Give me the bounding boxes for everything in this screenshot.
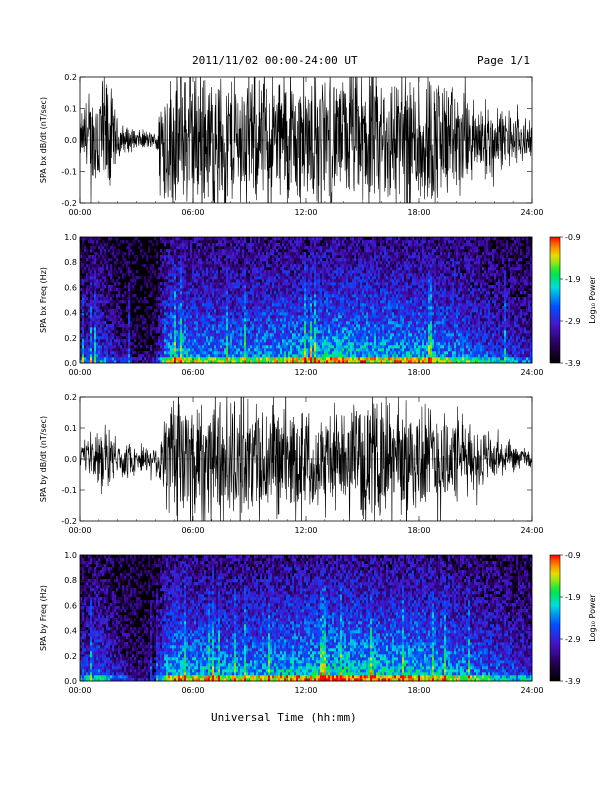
y-tick-label-0-4: 0.2 [64, 73, 77, 82]
x-tick-label-2-2: 12:00 [294, 526, 317, 535]
x-tick-label-1-3: 18:00 [407, 368, 430, 377]
y-tick-label-2-3: 0.1 [64, 424, 77, 433]
x-tick-label-2-0: 00:00 [68, 526, 91, 535]
x-tick-label-0-3: 18:00 [407, 208, 430, 217]
y-axis-label-0: SPA bx dB/dt (nT/sec) [39, 97, 48, 183]
colorbar-3 [549, 554, 561, 682]
y-tick-label-3-3: 0.6 [64, 601, 77, 610]
y-tick-label-0-0: -0.2 [61, 199, 77, 208]
x-tick-label-1-1: 06:00 [181, 368, 204, 377]
y-axis-label-2: SPA by dB/dt (nT/sec) [39, 416, 48, 502]
figure-title: 2011/11/02 00:00-24:00 UT [192, 54, 358, 67]
x-tick-label-3-2: 12:00 [294, 686, 317, 695]
x-tick-label-2-1: 06:00 [181, 526, 204, 535]
x-tick-label-0-0: 00:00 [68, 208, 91, 217]
y-tick-label-1-1: 0.2 [64, 334, 77, 343]
signal-trace-0 [80, 77, 532, 203]
colorbar-tick-label-3-0: -0.9 [565, 551, 581, 560]
x-tick-label-3-1: 06:00 [181, 686, 204, 695]
y-tick-label-1-5: 1.0 [64, 233, 77, 242]
colorbar-tick-label-3-3: -3.9 [565, 677, 581, 686]
colorbar-tick-label-1-1: -1.9 [565, 275, 581, 284]
y-tick-label-0-2: 0.0 [64, 136, 77, 145]
y-tick-label-2-0: -0.2 [61, 517, 77, 526]
y-tick-label-3-2: 0.4 [64, 627, 77, 636]
x-tick-label-2-3: 18:00 [407, 526, 430, 535]
x-tick-label-3-0: 00:00 [68, 686, 91, 695]
colorbar-tick-label-3-1: -1.9 [565, 593, 581, 602]
x-tick-label-1-2: 12:00 [294, 368, 317, 377]
y-tick-label-0-3: 0.1 [64, 105, 77, 114]
signal-trace-2 [80, 397, 532, 521]
x-tick-label-0-2: 12:00 [294, 208, 317, 217]
x-tick-label-3-3: 18:00 [407, 686, 430, 695]
x-tick-label-2-4: 24:00 [520, 526, 543, 535]
heatmap-cells-3 [80, 555, 533, 682]
colorbar-tick-label-1-3: -3.9 [565, 359, 581, 368]
y-tick-label-0-1: -0.1 [61, 168, 77, 177]
colorbar-tick-label-3-2: -2.9 [565, 635, 581, 644]
y-tick-label-1-3: 0.6 [64, 283, 77, 292]
heatmap-cells-1 [80, 237, 533, 364]
x-tick-label-1-0: 00:00 [68, 368, 91, 377]
x-axis-label: Universal Time (hh:mm) [211, 711, 357, 724]
y-tick-label-3-1: 0.2 [64, 652, 77, 661]
y-tick-label-2-2: 0.0 [64, 455, 77, 464]
colorbar-label-1: Log₁₀ Power [588, 276, 597, 324]
y-axis-label-1: SPA bx Freq (Hz) [39, 267, 48, 333]
x-tick-label-0-1: 06:00 [181, 208, 204, 217]
colorbar-tick-label-1-0: -0.9 [565, 233, 581, 242]
y-tick-label-1-0: 0.0 [64, 359, 77, 368]
colorbar-label-3: Log₁₀ Power [588, 594, 597, 642]
y-tick-label-1-4: 0.8 [64, 258, 77, 267]
colorbar-tick-label-1-2: -2.9 [565, 317, 581, 326]
x-tick-label-3-4: 24:00 [520, 686, 543, 695]
y-axis-label-3: SPA by Freq (Hz) [39, 585, 48, 651]
colorbar-1 [549, 236, 561, 364]
x-tick-label-0-4: 24:00 [520, 208, 543, 217]
y-tick-label-3-0: 0.0 [64, 677, 77, 686]
y-tick-label-3-4: 0.8 [64, 576, 77, 585]
x-tick-label-1-4: 24:00 [520, 368, 543, 377]
y-tick-label-1-2: 0.4 [64, 309, 77, 318]
page-number: Page 1/1 [477, 54, 530, 67]
y-tick-label-3-5: 1.0 [64, 551, 77, 560]
y-tick-label-2-1: -0.1 [61, 486, 77, 495]
y-tick-label-2-4: 0.2 [64, 393, 77, 402]
